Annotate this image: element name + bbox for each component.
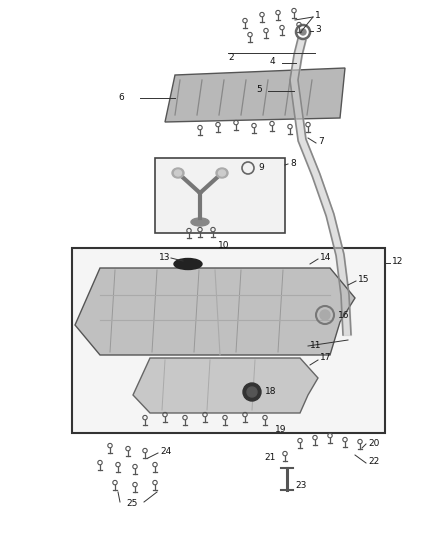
Text: 21: 21 [265, 454, 276, 463]
Text: 14: 14 [320, 254, 332, 262]
Circle shape [320, 310, 330, 320]
Text: 13: 13 [159, 253, 170, 262]
Circle shape [300, 29, 306, 35]
Text: 20: 20 [368, 439, 379, 448]
Text: 18: 18 [265, 387, 276, 397]
Ellipse shape [191, 218, 209, 226]
Ellipse shape [216, 168, 228, 178]
Polygon shape [75, 268, 355, 355]
Text: 11: 11 [310, 341, 321, 350]
Text: 23: 23 [295, 481, 306, 489]
Circle shape [243, 383, 261, 401]
Circle shape [247, 387, 257, 397]
Bar [72, 248, 385, 433]
Text: 10: 10 [218, 241, 230, 251]
Ellipse shape [172, 168, 184, 178]
Ellipse shape [174, 259, 202, 270]
Text: 17: 17 [320, 353, 332, 362]
Text: 6: 6 [118, 93, 124, 102]
Text: 22: 22 [368, 457, 379, 466]
Bar [155, 158, 285, 233]
Text: 15: 15 [358, 276, 370, 285]
Text: 3: 3 [315, 26, 321, 35]
Text: 7: 7 [318, 138, 324, 147]
Ellipse shape [219, 170, 226, 176]
Text: 25: 25 [126, 499, 138, 508]
Text: 12: 12 [392, 257, 403, 266]
Text: 2: 2 [228, 53, 233, 62]
Text: 8: 8 [290, 158, 296, 167]
Text: 1: 1 [315, 11, 321, 20]
Text: 19: 19 [275, 425, 286, 434]
Polygon shape [165, 68, 345, 122]
Text: 24: 24 [160, 448, 171, 456]
Text: 5: 5 [256, 85, 262, 94]
Ellipse shape [174, 170, 181, 176]
Polygon shape [133, 358, 318, 413]
Text: 16: 16 [338, 311, 350, 319]
Text: 9: 9 [258, 164, 264, 173]
Text: 4: 4 [270, 58, 276, 67]
